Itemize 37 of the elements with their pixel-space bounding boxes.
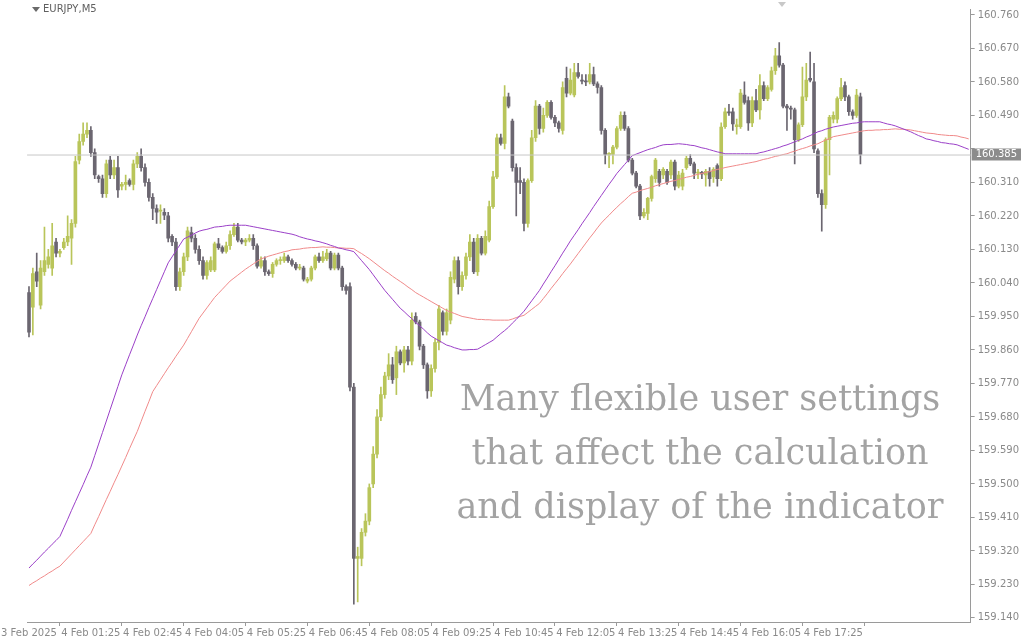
y-tick-label: 159.320 bbox=[977, 544, 1020, 556]
y-tick-label: 159.860 bbox=[977, 343, 1020, 355]
y-tick-label: 159.140 bbox=[977, 611, 1020, 623]
y-tick-label: 160.760 bbox=[977, 8, 1020, 20]
y-tick-label: 159.770 bbox=[977, 377, 1020, 389]
candlestick bbox=[580, 74, 584, 85]
x-tick-label: 4 Feb 13:25 bbox=[618, 626, 678, 638]
y-tick-label: 159.950 bbox=[977, 310, 1020, 322]
chart-title: EURJPY,M5 bbox=[43, 3, 97, 14]
x-tick-label: 4 Feb 05:25 bbox=[246, 626, 307, 638]
ref-line-label: 160.385 bbox=[975, 148, 1018, 160]
x-tick-label: 4 Feb 10:45 bbox=[494, 626, 554, 638]
x-tick-label: 4 Feb 12:05 bbox=[556, 626, 616, 638]
x-tick-label: 4 Feb 04:05 bbox=[184, 626, 245, 638]
x-tick-label: 3 Feb 2025 bbox=[1, 626, 57, 638]
x-tick-label: 4 Feb 06:45 bbox=[308, 626, 368, 638]
x-tick-label: 4 Feb 08:05 bbox=[370, 626, 430, 638]
y-tick-label: 159.230 bbox=[977, 578, 1020, 589]
y-tick-label: 160.310 bbox=[977, 176, 1020, 188]
x-tick-label: 4 Feb 01:25 bbox=[61, 626, 121, 638]
x-tick-label: 4 Feb 17:25 bbox=[803, 626, 863, 638]
y-tick-label: 160.670 bbox=[977, 42, 1020, 54]
y-tick-label: 159.590 bbox=[977, 444, 1020, 456]
annotation: Many flexible user settings that affect the calculation and display of the indicator bbox=[455, 377, 945, 528]
y-tick-label: 160.490 bbox=[977, 109, 1020, 121]
x-tick-label: 4 Feb 14:45 bbox=[679, 626, 740, 638]
candlestick bbox=[123, 174, 128, 191]
y-tick-label: 160.040 bbox=[977, 276, 1020, 288]
x-tick-label: 4 Feb 02:45 bbox=[123, 626, 183, 638]
x-tick-label: 4 Feb 16:05 bbox=[741, 626, 802, 638]
y-tick-label: 160.220 bbox=[977, 209, 1020, 221]
y-tick-label: 159.680 bbox=[977, 410, 1020, 422]
x-tick-label: 4 Feb 09:25 bbox=[432, 626, 492, 638]
y-tick-label: 159.410 bbox=[977, 511, 1020, 523]
y-tick-label: 160.580 bbox=[977, 75, 1020, 87]
y-tick-label: 159.500 bbox=[977, 477, 1020, 489]
y-tick-label: 160.130 bbox=[977, 243, 1020, 255]
